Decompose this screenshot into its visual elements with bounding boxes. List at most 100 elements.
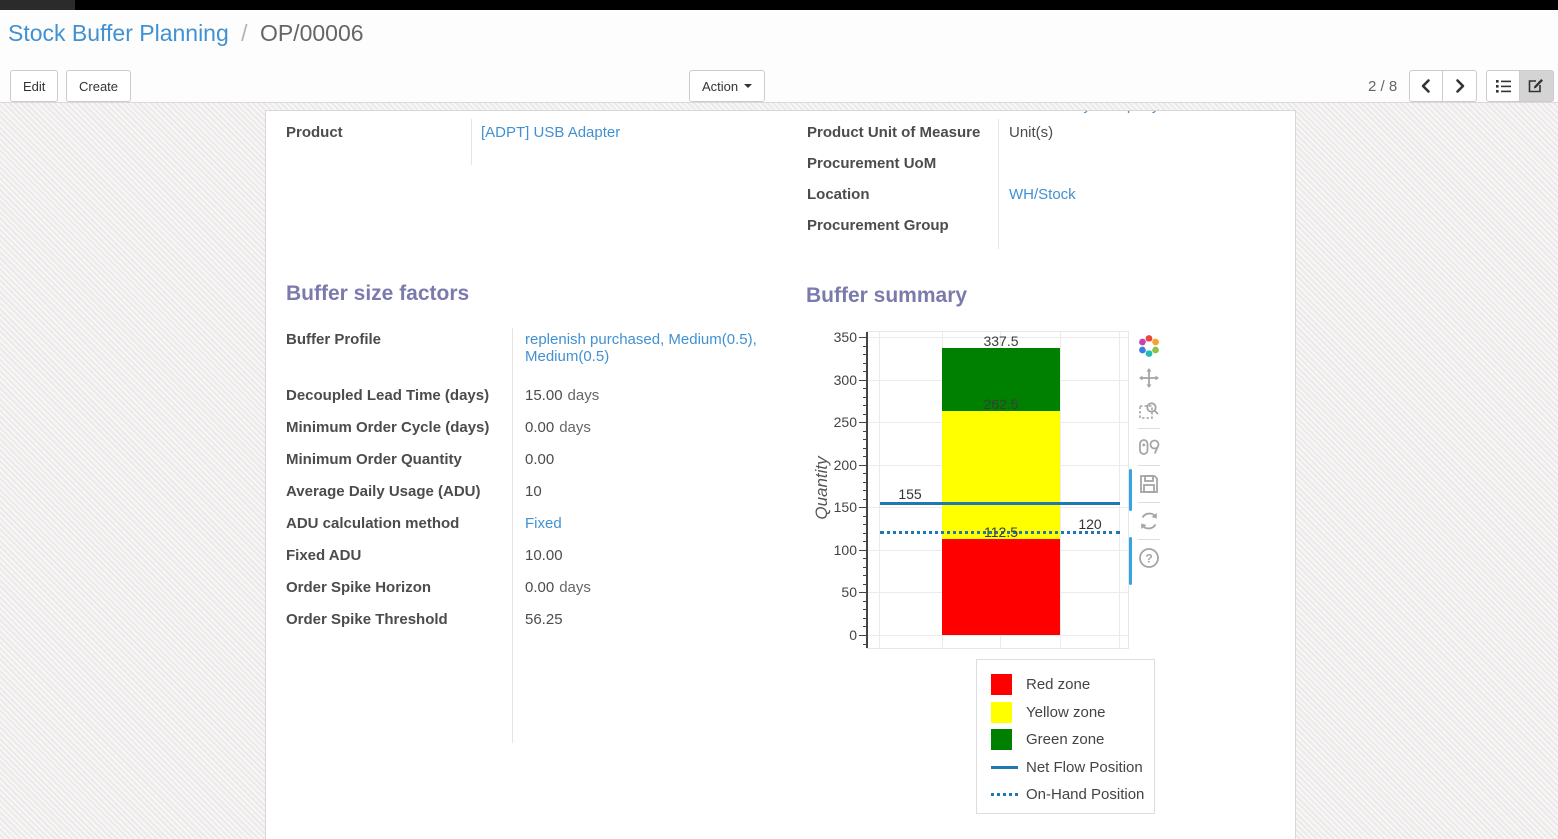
location-link[interactable]: WH/Stock xyxy=(1009,186,1076,203)
field-row-adu: Average Daily Usage (ADU) 10 xyxy=(286,478,786,510)
field-label: Order Spike Horizon xyxy=(286,579,432,596)
pan-button[interactable] xyxy=(1132,363,1166,393)
y-tick-minor xyxy=(862,439,867,441)
buffer-profile-link[interactable]: replenish purchased, Medium(0.5), Medium… xyxy=(525,331,757,365)
y-tick-major xyxy=(859,592,867,594)
legend-line-icon xyxy=(991,765,1018,769)
y-tick-minor xyxy=(862,430,867,432)
y-tick-major xyxy=(859,422,867,424)
gridline-vertical xyxy=(879,332,880,648)
download-button[interactable] xyxy=(1132,469,1166,499)
y-tick-label: 300 xyxy=(833,371,857,388)
modebar-separator xyxy=(1138,502,1160,503)
chart-legend: Red zone Yellow zone Green zone Net Flow Po… xyxy=(976,659,1155,814)
plotly-logo-button[interactable] xyxy=(1132,331,1166,361)
help-button[interactable]: ? xyxy=(1132,543,1166,573)
legend-item-red-zone[interactable]: Red zone xyxy=(991,671,1154,699)
product-link[interactable]: [ADPT] USB Adapter xyxy=(481,124,621,141)
field-suffix: days xyxy=(559,579,591,596)
view-switcher xyxy=(1486,70,1554,102)
field-label: Procurement Group xyxy=(807,217,949,234)
field-label: Decoupled Lead Time (days) xyxy=(286,387,490,404)
y-tick-major xyxy=(859,336,867,338)
hover-compare-button[interactable] xyxy=(1132,432,1166,462)
line-on-hand-position xyxy=(880,531,1120,535)
field-value: 0.00 xyxy=(525,451,555,468)
legend-label: Red zone xyxy=(1026,676,1091,694)
line-label-on-hand-position: 120 xyxy=(1078,515,1102,532)
edit-button[interactable]: Edit xyxy=(10,70,59,102)
product-group-right: Product Unit of Measure Unit(s) Procurem… xyxy=(807,119,1277,249)
chevron-left-icon xyxy=(1421,79,1430,93)
buffer-factors-group: Buffer Profile replenish purchased, Medi… xyxy=(286,326,786,743)
legend-item-net-flow-position[interactable]: Net Flow Position xyxy=(991,754,1154,782)
y-tick-label: 150 xyxy=(833,499,857,516)
adu-method-link[interactable]: Fixed xyxy=(525,515,562,532)
field-number: 0.00 xyxy=(525,419,555,436)
field-row-product: Product [ADPT] USB Adapter xyxy=(286,119,786,141)
zone-bar-red-zone xyxy=(942,539,1060,635)
create-button[interactable]: Create xyxy=(66,70,132,102)
reset-axes-button[interactable] xyxy=(1132,506,1166,536)
field-number: 0.00 xyxy=(525,579,555,596)
field-number: 15.00 xyxy=(525,387,563,404)
box-zoom-button[interactable] xyxy=(1132,395,1166,425)
zone-bar-yellow-zone xyxy=(942,411,1060,540)
modebar-separator xyxy=(1138,428,1160,429)
zone-boundary-label: 337.5 xyxy=(983,332,1019,349)
action-label: Action xyxy=(702,78,739,94)
group-separator xyxy=(512,328,513,743)
modebar-indicator xyxy=(1129,537,1132,585)
legend-item-green-zone[interactable]: Green zone xyxy=(991,726,1154,754)
field-label: ADU calculation method xyxy=(286,515,460,532)
y-tick-major xyxy=(859,507,867,509)
legend-label: Yellow zone xyxy=(1026,703,1106,721)
y-tick-major xyxy=(859,635,867,636)
field-row-fixed-adu: Fixed ADU 10.00 xyxy=(286,542,786,574)
buffer-size-factors-heading: Buffer size factors xyxy=(286,282,470,305)
help-icon: ? xyxy=(1139,548,1159,568)
y-tick-minor xyxy=(862,566,867,568)
chevron-right-icon xyxy=(1455,79,1464,93)
field-suffix: days xyxy=(559,419,591,436)
y-tick-minor xyxy=(862,498,867,500)
breadcrumb-parent-link[interactable]: Stock Buffer Planning xyxy=(8,20,229,46)
pager-next-button[interactable] xyxy=(1443,70,1477,102)
y-tick-minor xyxy=(862,643,867,645)
group-separator xyxy=(471,119,472,165)
legend-swatch-icon xyxy=(991,674,1018,696)
list-view-button[interactable] xyxy=(1486,70,1520,102)
modebar-indicator xyxy=(1129,469,1132,511)
legend-swatch-icon xyxy=(991,729,1018,751)
field-row-min-order-qty: Minimum Order Quantity 0.00 xyxy=(286,446,786,478)
box-zoom-icon xyxy=(1139,402,1159,419)
pager-counter: 2 / 8 xyxy=(1368,78,1398,95)
y-tick-minor xyxy=(862,456,867,458)
y-tick-minor xyxy=(862,396,867,398)
field-label: Buffer Profile xyxy=(286,331,382,348)
field-row-buffer-profile: Buffer Profile replenish purchased, Medi… xyxy=(286,326,786,382)
y-tick-major xyxy=(859,464,867,466)
action-dropdown-button[interactable]: Action xyxy=(689,70,766,102)
y-tick-minor xyxy=(862,541,867,543)
form-view-button[interactable] xyxy=(1520,70,1554,102)
y-tick-minor xyxy=(862,532,867,534)
y-tick-minor xyxy=(862,626,867,628)
y-tick-minor xyxy=(862,490,867,492)
legend-item-yellow-zone[interactable]: Yellow zone xyxy=(991,699,1154,727)
modebar-separator xyxy=(1138,539,1160,540)
y-tick-major xyxy=(859,379,867,381)
legend-item-on-hand-position[interactable]: On-Hand Position xyxy=(991,781,1154,809)
y-tick-label: 50 xyxy=(841,584,857,601)
field-label: Location xyxy=(807,186,870,203)
field-row-uom: Product Unit of Measure Unit(s) xyxy=(807,119,1277,150)
field-label: Minimum Order Quantity xyxy=(286,451,462,468)
legend-line-icon xyxy=(991,793,1018,797)
breadcrumb-separator: / xyxy=(241,20,248,46)
chart-modebar: ? xyxy=(1129,329,1172,585)
y-tick-minor xyxy=(862,524,867,526)
pager-previous-button[interactable] xyxy=(1409,70,1443,102)
field-row-dlt: Decoupled Lead Time (days) 15.00 days xyxy=(286,382,786,414)
buffer-summary-heading: Buffer summary xyxy=(806,284,968,307)
